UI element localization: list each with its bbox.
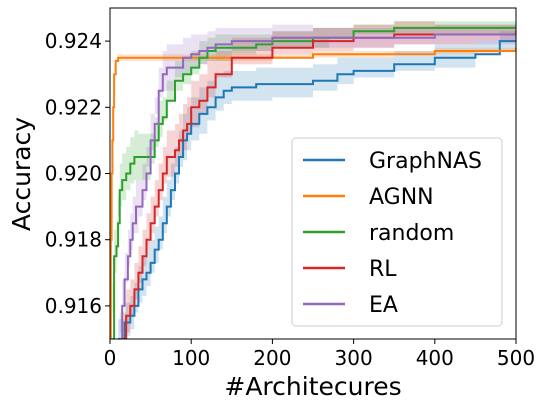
x-tick-label: 300 [335, 346, 373, 370]
y-tick-label: 0.922 [45, 95, 102, 119]
legend-label-random: random [369, 221, 454, 246]
legend-box [291, 137, 503, 327]
y-tick-label: 0.920 [45, 162, 102, 186]
x-tick-label: 200 [253, 346, 291, 370]
legend-label-graphnas: GraphNAS [369, 149, 482, 174]
y-axis-label: Accuracy [7, 117, 36, 231]
line-rl [122, 31, 516, 339]
legend-label-agnn: AGNN [369, 185, 434, 210]
band-graphnas [118, 31, 516, 339]
legend-label-rl: RL [369, 257, 397, 282]
x-axis-ticks: 0 100 200 300 400 500 [104, 339, 535, 370]
x-tick-label: 400 [416, 346, 454, 370]
x-tick-label: 0 [104, 346, 117, 370]
y-axis-ticks: 0.916 0.918 0.920 0.922 0.924 [45, 29, 110, 318]
line-agnn [110, 47, 516, 339]
confidence-bands [110, 21, 516, 339]
x-tick-label: 100 [172, 346, 210, 370]
x-tick-label: 500 [497, 346, 535, 370]
x-axis-label: #Architecures [224, 372, 401, 401]
line-graphnas [118, 40, 516, 339]
legend-label-ea: EA [369, 293, 398, 318]
y-tick-label: 0.924 [45, 29, 102, 53]
y-tick-label: 0.918 [45, 228, 102, 252]
y-tick-label: 0.916 [45, 294, 102, 318]
series-lines [110, 26, 516, 339]
legend: GraphNAS AGNN random RL EA [291, 137, 503, 327]
line-ea [119, 33, 516, 339]
